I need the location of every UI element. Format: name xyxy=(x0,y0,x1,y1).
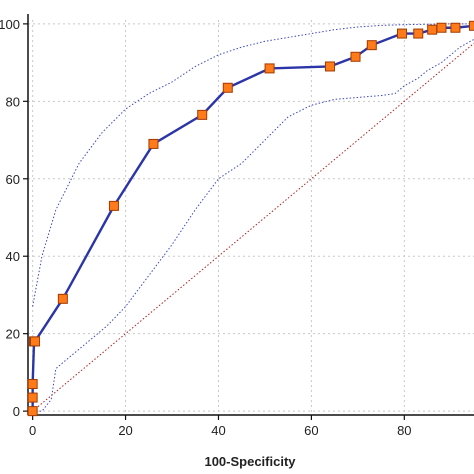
roc-markers xyxy=(27,20,474,417)
x-tick-label: 40 xyxy=(211,423,225,438)
roc-point-marker xyxy=(27,406,38,417)
reference-diagonal-layer xyxy=(32,42,474,412)
confidence-bounds-layer xyxy=(32,23,474,412)
roc-curve-line xyxy=(31,24,474,412)
x-tick-label: 20 xyxy=(118,423,132,438)
y-tick-label: 100 xyxy=(0,17,20,32)
roc-point-marker xyxy=(350,51,361,62)
roc-point-marker xyxy=(27,379,38,390)
roc-point-marker xyxy=(366,40,377,51)
x-tick-label: 60 xyxy=(304,423,318,438)
y-tick-label: 60 xyxy=(6,172,20,187)
roc-point-marker xyxy=(436,22,447,33)
roc-point-marker xyxy=(27,392,38,403)
roc-point-marker xyxy=(413,28,424,39)
roc-point-marker xyxy=(469,20,474,31)
roc-point-marker xyxy=(324,61,335,72)
axes xyxy=(23,14,474,420)
roc-point-marker xyxy=(197,109,208,120)
roc-point-marker xyxy=(57,293,68,304)
roc-point-marker xyxy=(108,200,119,211)
y-tick-label: 80 xyxy=(6,94,20,109)
x-tick-label: 0 xyxy=(29,423,36,438)
grid-lines xyxy=(28,20,474,415)
roc-point-marker xyxy=(29,336,40,347)
roc-point-marker xyxy=(222,82,233,93)
y-tick-label: 0 xyxy=(13,404,20,419)
x-axis-title: 100-Specificity xyxy=(204,454,296,469)
roc-point-marker xyxy=(450,22,461,33)
lower-confidence-bound-line xyxy=(32,38,474,412)
upper-confidence-bound-line xyxy=(32,23,474,307)
roc-point-marker xyxy=(148,138,159,149)
roc-point-marker xyxy=(396,28,407,39)
tick-labels: 0 20 40 60 80 0 20 40 60 80 100 xyxy=(0,17,412,438)
roc-point-marker xyxy=(427,24,438,35)
y-tick-label: 20 xyxy=(6,327,20,342)
reference-diagonal-line xyxy=(32,42,474,412)
roc-point-marker xyxy=(264,63,275,74)
roc-curve-layer xyxy=(31,24,474,412)
y-tick-label: 40 xyxy=(6,249,20,264)
x-tick-label: 80 xyxy=(397,423,411,438)
